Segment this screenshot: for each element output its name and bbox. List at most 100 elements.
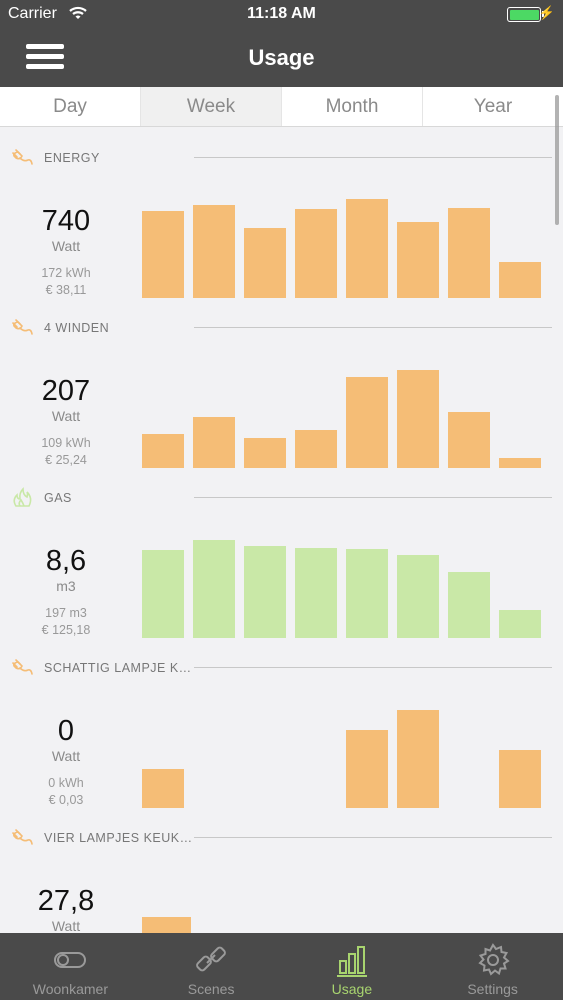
device-usage-section[interactable]: GAS 8,6 m3 197 m3 € 125,18: [0, 468, 563, 638]
plug-icon: [10, 316, 34, 338]
usage-bar: [244, 228, 286, 298]
device-usage-section[interactable]: ENERGY 740 Watt 172 kWh € 38,11: [0, 128, 563, 298]
current-usage-unit: Watt: [51, 748, 81, 764]
tab-usage[interactable]: Usage: [282, 933, 423, 1000]
usage-bar: [448, 572, 490, 638]
usage-bar: [346, 549, 388, 638]
period-total: 197 m3: [45, 606, 87, 620]
tab-woonkamer[interactable]: Woonkamer: [0, 933, 141, 1000]
toggle-switch-icon: [54, 952, 87, 968]
hamburger-menu-icon[interactable]: [26, 44, 64, 70]
current-usage-unit: Watt: [51, 238, 81, 254]
period-total: 0 kWh: [48, 776, 84, 790]
wifi-icon: [69, 6, 87, 19]
segment-month[interactable]: Month: [281, 87, 422, 126]
section-divider: [194, 327, 552, 328]
usage-bar: [142, 550, 184, 638]
section-divider: [194, 667, 552, 668]
usage-bar-chart: [142, 702, 542, 808]
plug-icon: [10, 146, 34, 168]
device-name: SCHATTIG LAMPJE K…: [44, 661, 192, 675]
scrollbar[interactable]: [555, 95, 559, 225]
tab-label: Scenes: [187, 981, 235, 997]
usage-bar-chart: [142, 362, 542, 468]
usage-bar: [397, 370, 439, 468]
usage-bar: [499, 610, 541, 638]
usage-bar: [142, 769, 184, 808]
usage-bar-chart: [142, 192, 542, 298]
usage-bar: [448, 208, 490, 298]
usage-bar: [193, 417, 235, 468]
section-divider: [194, 157, 552, 158]
device-usage-section[interactable]: 4 WINDEN 207 Watt 109 kWh € 25,24: [0, 298, 563, 468]
page-title: Usage: [248, 45, 315, 70]
usage-bar: [244, 546, 286, 638]
period-segmented-control: Day Week Month Year: [0, 87, 563, 127]
segment-year[interactable]: Year: [422, 87, 563, 126]
period-cost: € 0,03: [48, 793, 84, 807]
gear-icon: [477, 943, 510, 976]
usage-bar: [142, 917, 191, 933]
usage-bar-chart: [142, 872, 542, 933]
usage-bar: [346, 377, 388, 468]
usage-bar: [397, 222, 439, 298]
current-usage-value: 8,6: [45, 545, 87, 577]
current-usage-value: 740: [41, 205, 91, 237]
segment-week[interactable]: Week: [140, 87, 281, 126]
plug-icon: [10, 826, 34, 848]
carrier-label: Carrier: [8, 5, 57, 22]
period-cost: € 38,11: [45, 283, 87, 297]
period-total: 109 kWh: [41, 436, 91, 450]
usage-bar: [499, 750, 541, 808]
plug-icon: [10, 656, 34, 678]
period-cost: € 125,18: [41, 623, 91, 637]
segment-day[interactable]: Day: [0, 87, 140, 126]
bar-chart-icon: [336, 946, 367, 977]
usage-bar: [397, 555, 439, 638]
usage-bar: [346, 199, 388, 298]
period-cost: € 25,24: [45, 453, 87, 467]
usage-bar: [244, 438, 286, 468]
device-name: GAS: [44, 491, 72, 505]
section-divider: [194, 497, 552, 498]
device-usage-section[interactable]: SCHATTIG LAMPJE K… 0 Watt 0 kWh € 0,03: [0, 638, 563, 808]
battery-icon: [507, 7, 544, 22]
usage-bar: [499, 458, 541, 468]
flame-icon: [10, 486, 34, 508]
usage-bar: [142, 211, 184, 298]
usage-bar-chart: [142, 532, 542, 638]
usage-bar: [499, 262, 541, 298]
current-usage-unit: Watt: [51, 408, 81, 424]
status-time: 11:18 AM: [247, 5, 316, 22]
device-usage-section[interactable]: VIER LAMPJES KEUK… 27,8 Watt: [0, 808, 563, 933]
usage-bar: [397, 710, 439, 808]
usage-bar: [142, 434, 184, 468]
current-usage-unit: m3: [56, 578, 76, 594]
charging-bolt-icon: ⚡: [538, 5, 555, 20]
device-usage-list[interactable]: ENERGY 740 Watt 172 kWh € 38,11 4 WINDEN 207 Wa…: [0, 128, 563, 933]
current-usage-unit: Watt: [51, 918, 81, 933]
tab-label: Settings: [467, 981, 518, 997]
usage-bar: [448, 412, 490, 468]
usage-bar: [295, 430, 337, 468]
current-usage-value: 0: [57, 715, 75, 747]
device-name: 4 WINDEN: [44, 321, 110, 335]
nav-bar: Usage: [0, 30, 563, 87]
usage-bar: [193, 205, 235, 298]
current-usage-value: 27,8: [37, 885, 95, 917]
usage-bar: [346, 730, 388, 808]
current-usage-value: 207: [41, 375, 91, 407]
usage-bar: [295, 209, 337, 298]
tab-label: Usage: [331, 981, 373, 997]
tab-settings[interactable]: Settings: [422, 933, 563, 1000]
tab-label: Woonkamer: [32, 981, 108, 997]
status-bar: Carrier 11:18 AM ⚡: [0, 0, 563, 30]
device-name: ENERGY: [44, 151, 100, 165]
usage-bar: [295, 548, 337, 638]
section-divider: [194, 837, 552, 838]
link-icon: [196, 946, 227, 972]
usage-bar: [193, 540, 235, 638]
tab-scenes[interactable]: Scenes: [141, 933, 282, 1000]
tab-bar: Woonkamer Scenes Usage: [0, 933, 563, 1000]
